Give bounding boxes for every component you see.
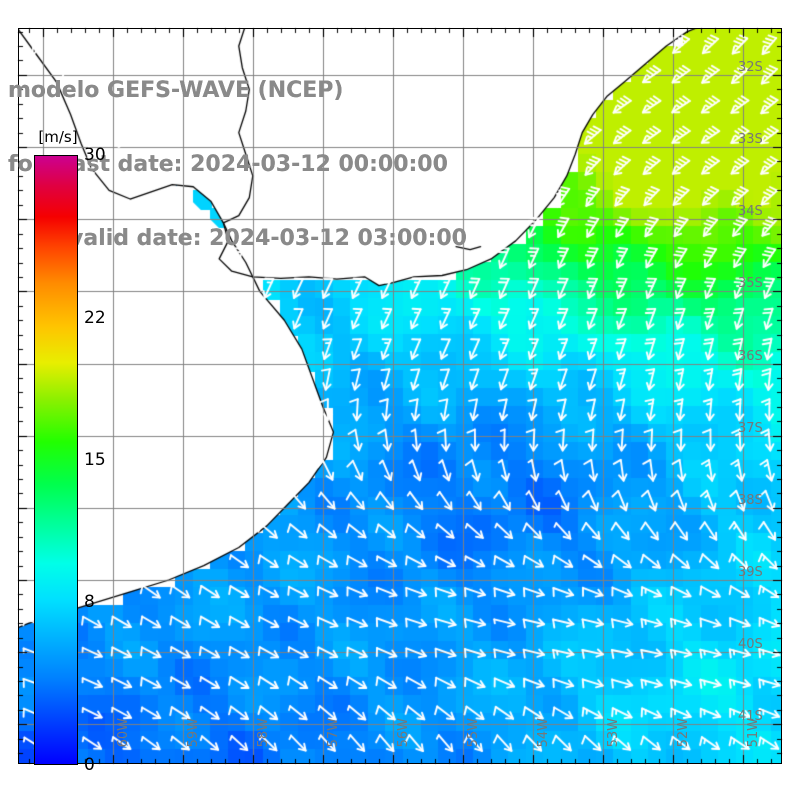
title-valid-date-line: valid date: 2024-03-12 03:00:00 [69,226,467,251]
colorbar: [m/s] 30 22 15 8 0 [34,128,106,775]
lon-tick-label: 59W [185,718,201,748]
title-block: modelo GEFS-WAVE (NCEP) forecast date: 2… [8,30,528,301]
lon-tick-label: 58W [255,718,271,748]
lat-tick-label: 33S [738,132,763,148]
lat-tick-label: 34S [738,204,763,220]
colorbar-tick-15: 15 [84,450,106,470]
lat-tick-label: 37S [738,420,763,436]
title-model-line: modelo GEFS-WAVE (NCEP) [8,78,344,104]
lat-tick-label: 39S [738,565,763,580]
lat-tick-label: 35S [738,276,763,292]
colorbar-gradient [34,155,78,765]
lat-tick-label: 36S [738,348,763,364]
lon-tick-label: 54W [536,718,552,748]
lat-tick-label: 41S [738,709,763,725]
lon-tick-label: 53W [606,718,622,748]
lon-tick-label: 60W [115,718,131,748]
colorbar-tick-0: 0 [84,755,95,775]
lon-tick-label: 56W [395,718,411,748]
colorbar-tick-22: 22 [84,307,106,328]
lat-tick-label: 38S [738,492,763,508]
lon-tick-label: 55W [466,718,482,748]
colorbar-tick-8: 8 [84,592,95,613]
lat-tick-label: 40S [738,637,763,653]
lon-tick-label: 57W [325,718,341,748]
colorbar-tick-30: 30 [84,145,106,165]
lat-tick-label: 32S [738,59,763,75]
colorbar-unit-label: [m/s] [38,128,78,146]
lon-tick-label: 52W [676,718,692,748]
